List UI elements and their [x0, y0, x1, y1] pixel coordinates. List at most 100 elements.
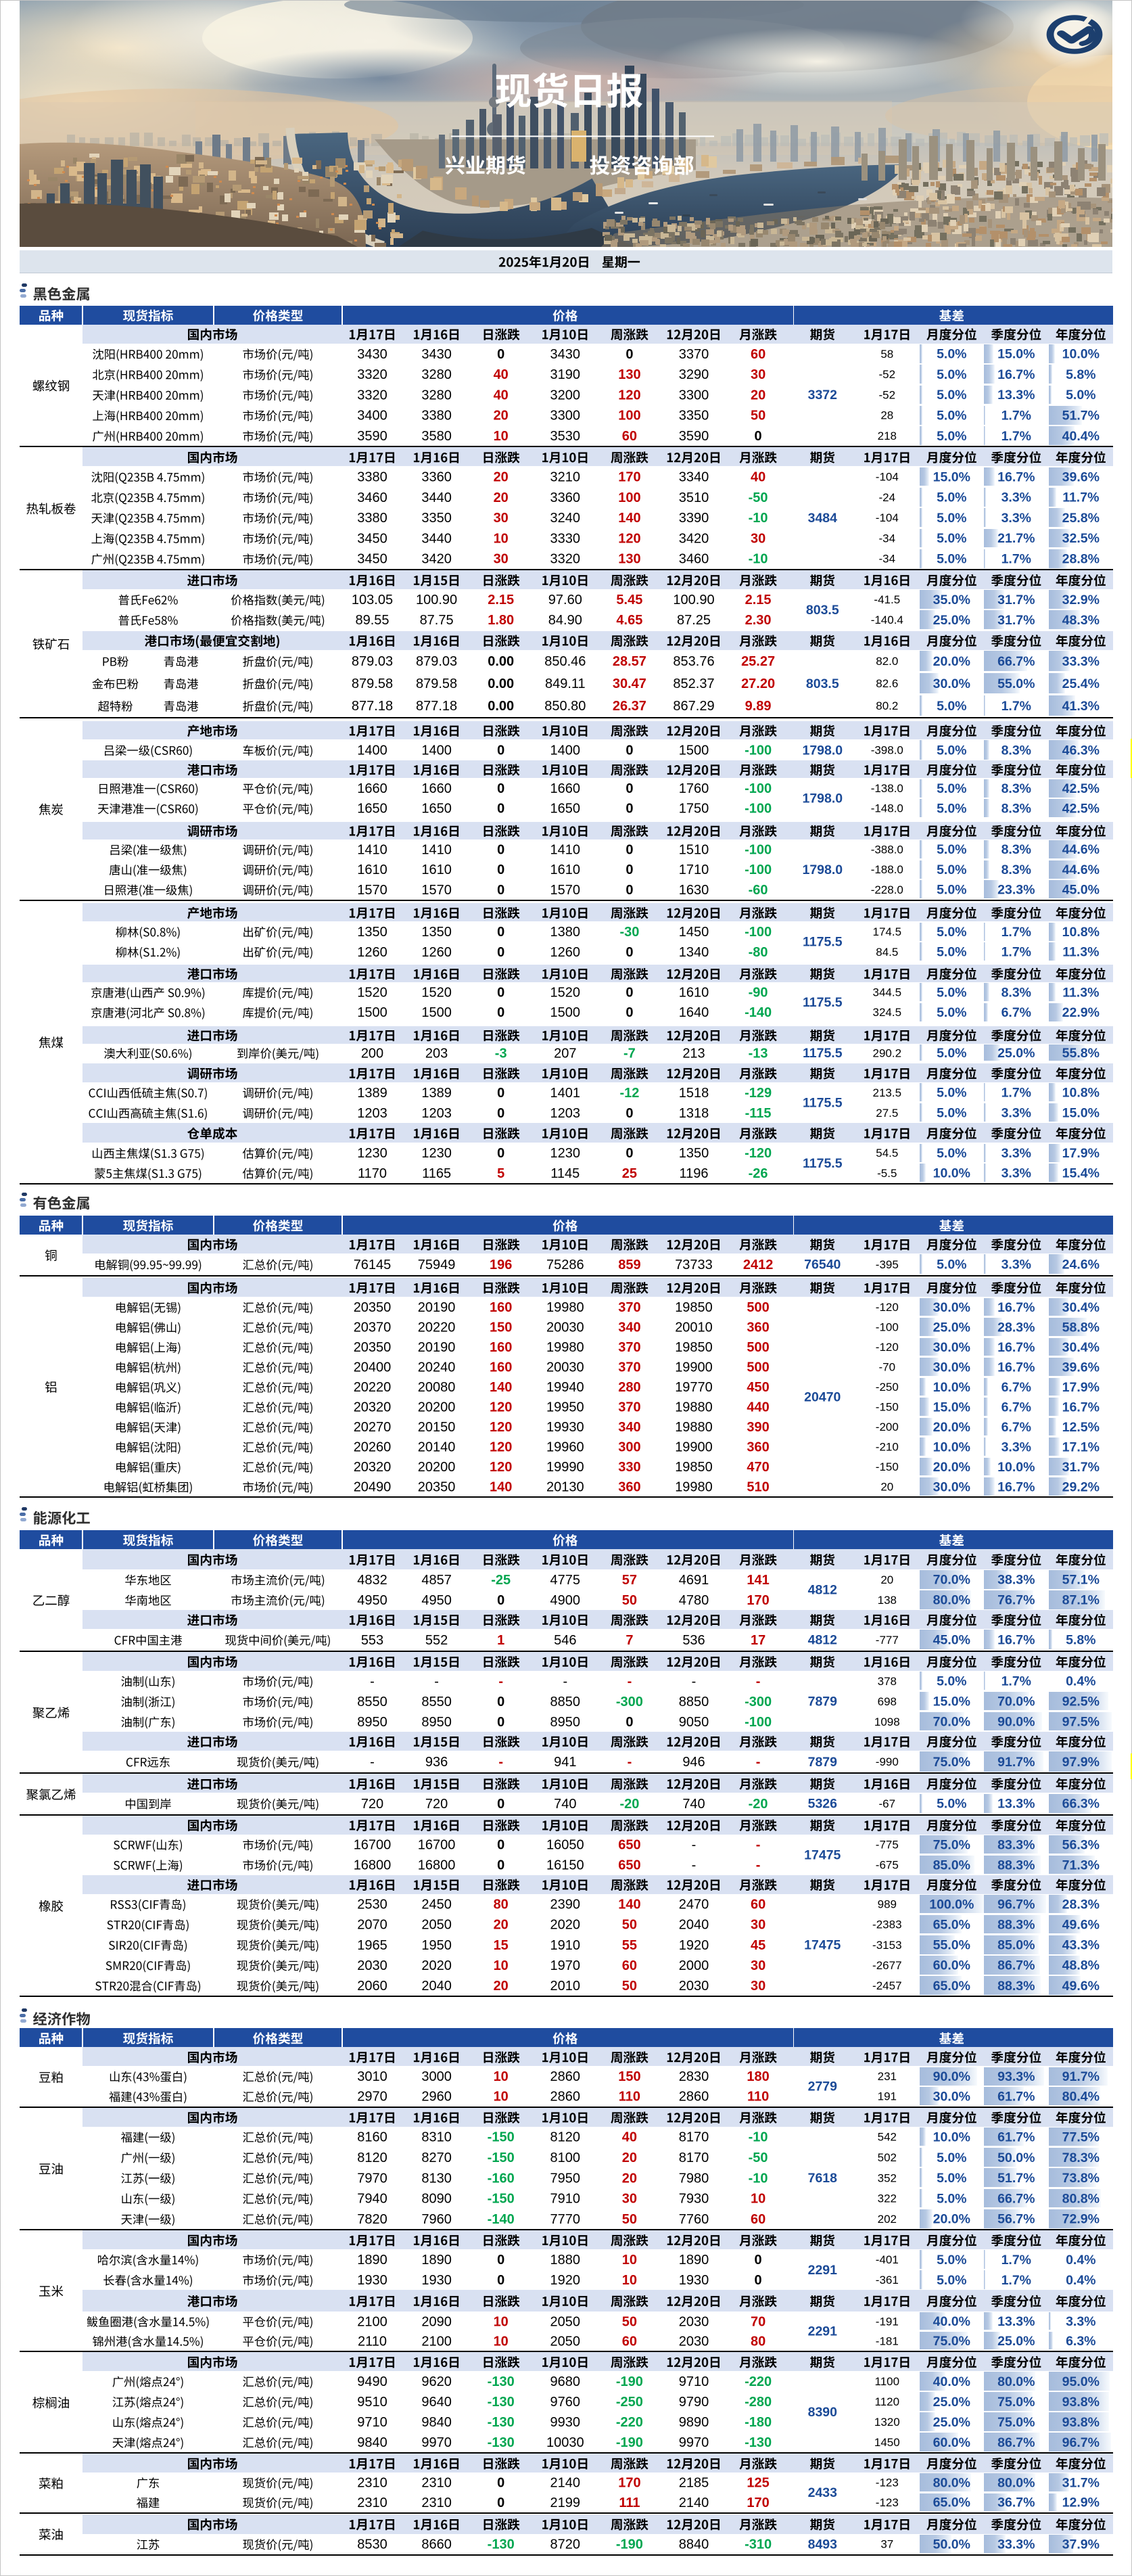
svg-text:11.7%: 11.7% — [1062, 490, 1099, 505]
svg-text:-100: -100 — [745, 925, 772, 940]
svg-text:86.7%: 86.7% — [997, 1958, 1035, 1973]
svg-text:2291: 2291 — [808, 2324, 838, 2339]
svg-text:378: 378 — [878, 1675, 897, 1688]
svg-text:5.45: 5.45 — [616, 593, 642, 607]
svg-text:90.0%: 90.0% — [997, 1715, 1035, 1730]
svg-text:0: 0 — [626, 842, 633, 857]
svg-text:2390: 2390 — [550, 1898, 581, 1912]
svg-text:3460: 3460 — [679, 552, 709, 567]
svg-text:30: 30 — [751, 531, 765, 546]
svg-text:231: 231 — [878, 2070, 897, 2083]
svg-text:1410: 1410 — [357, 842, 387, 857]
svg-text:5.0%: 5.0% — [937, 2150, 966, 2165]
svg-text:70.0%: 70.0% — [997, 1695, 1035, 1709]
svg-text:-60: -60 — [749, 883, 768, 898]
svg-text:867.29: 867.29 — [673, 699, 714, 714]
svg-text:138: 138 — [878, 1594, 897, 1607]
svg-text:58.8%: 58.8% — [1062, 1320, 1100, 1335]
svg-text:5.0%: 5.0% — [937, 781, 966, 796]
svg-text:120: 120 — [490, 1400, 512, 1415]
svg-text:19880: 19880 — [675, 1400, 713, 1415]
svg-text:43.3%: 43.3% — [1062, 1938, 1100, 1953]
svg-text:2110: 2110 — [358, 2334, 387, 2349]
svg-text:3.3%: 3.3% — [1001, 490, 1031, 505]
svg-text:2970: 2970 — [357, 2090, 387, 2104]
svg-text:19880: 19880 — [675, 1420, 713, 1435]
svg-text:140: 140 — [618, 511, 640, 526]
svg-text:-140.4: -140.4 — [871, 614, 903, 626]
svg-text:20270: 20270 — [354, 1420, 392, 1435]
svg-text:20: 20 — [622, 2171, 637, 2186]
svg-text:16.7%: 16.7% — [997, 1360, 1035, 1375]
svg-text:6.3%: 6.3% — [1066, 2334, 1095, 2349]
svg-text:100.0%: 100.0% — [929, 1897, 974, 1912]
svg-text:15.0%: 15.0% — [997, 347, 1035, 362]
svg-text:84.90: 84.90 — [548, 613, 582, 628]
svg-text:-10: -10 — [749, 2130, 768, 2145]
svg-text:17475: 17475 — [804, 1847, 841, 1862]
svg-text:80.2: 80.2 — [876, 699, 898, 712]
svg-text:3320: 3320 — [357, 367, 387, 382]
svg-text:5.0%: 5.0% — [937, 2253, 966, 2268]
svg-text:66.7%: 66.7% — [997, 2191, 1035, 2206]
svg-text:0: 0 — [497, 842, 504, 857]
svg-text:3372: 3372 — [808, 388, 838, 402]
svg-text:-: - — [692, 1674, 697, 1689]
svg-text:5: 5 — [497, 1166, 504, 1181]
svg-text:0: 0 — [626, 781, 633, 796]
svg-text:4775: 4775 — [550, 1573, 581, 1588]
svg-text:36.7%: 36.7% — [997, 2496, 1035, 2510]
svg-text:3.3%: 3.3% — [1001, 1146, 1031, 1161]
svg-text:80.0%: 80.0% — [997, 2475, 1035, 2490]
svg-text:15.0%: 15.0% — [933, 1695, 970, 1709]
svg-text:7770: 7770 — [550, 2212, 581, 2227]
svg-text:24.6%: 24.6% — [1062, 1258, 1100, 1272]
svg-text:1175.5: 1175.5 — [803, 995, 843, 1010]
svg-text:1610: 1610 — [421, 862, 452, 877]
svg-text:20: 20 — [494, 409, 509, 423]
svg-text:0: 0 — [626, 1106, 633, 1121]
svg-text:1610: 1610 — [357, 862, 387, 877]
svg-text:2450: 2450 — [421, 1898, 452, 1912]
svg-text:1660: 1660 — [550, 781, 581, 796]
svg-text:8493: 8493 — [808, 2537, 838, 2552]
svg-text:85.0%: 85.0% — [933, 1858, 970, 1872]
svg-text:0: 0 — [497, 1005, 504, 1020]
svg-text:20240: 20240 — [418, 1360, 456, 1375]
svg-text:510: 510 — [747, 1480, 769, 1495]
svg-text:5.0%: 5.0% — [937, 1146, 966, 1161]
svg-text:96.7%: 96.7% — [1062, 2435, 1100, 2450]
svg-text:20200: 20200 — [418, 1400, 456, 1415]
svg-text:0: 0 — [497, 781, 504, 796]
svg-text:3484: 3484 — [808, 511, 838, 526]
svg-text:87.25: 87.25 — [677, 613, 711, 628]
svg-text:3430: 3430 — [550, 347, 581, 362]
svg-text:-675: -675 — [876, 1859, 899, 1872]
svg-text:20320: 20320 — [354, 1460, 392, 1475]
svg-text:3380: 3380 — [357, 511, 387, 526]
svg-text:2310: 2310 — [421, 2496, 452, 2510]
svg-text:1203: 1203 — [550, 1106, 581, 1121]
svg-text:3300: 3300 — [679, 388, 709, 402]
svg-text:33.3%: 33.3% — [997, 2537, 1035, 2552]
svg-text:35.0%: 35.0% — [933, 593, 970, 607]
svg-text:25: 25 — [622, 1166, 637, 1181]
svg-text:25.0%: 25.0% — [933, 2395, 970, 2410]
svg-text:50: 50 — [622, 2212, 637, 2227]
svg-text:10.0%: 10.0% — [933, 1440, 970, 1454]
svg-text:60.0%: 60.0% — [933, 2435, 970, 2450]
svg-text:90.0%: 90.0% — [933, 2069, 970, 2084]
svg-text:546: 546 — [554, 1633, 576, 1648]
svg-text:-190: -190 — [616, 2374, 643, 2389]
svg-text:6.7%: 6.7% — [1001, 1400, 1031, 1414]
svg-text:3.3%: 3.3% — [1001, 1106, 1031, 1121]
svg-text:1930: 1930 — [357, 2273, 387, 2288]
svg-text:7879: 7879 — [808, 1695, 838, 1709]
svg-text:1165: 1165 — [422, 1166, 451, 1181]
svg-text:-180: -180 — [745, 2415, 772, 2430]
svg-text:5.0%: 5.0% — [937, 552, 966, 567]
svg-text:8720: 8720 — [550, 2537, 581, 2552]
svg-text:37: 37 — [880, 2538, 893, 2551]
svg-text:502: 502 — [878, 2151, 897, 2164]
svg-text:25.8%: 25.8% — [1062, 511, 1100, 526]
